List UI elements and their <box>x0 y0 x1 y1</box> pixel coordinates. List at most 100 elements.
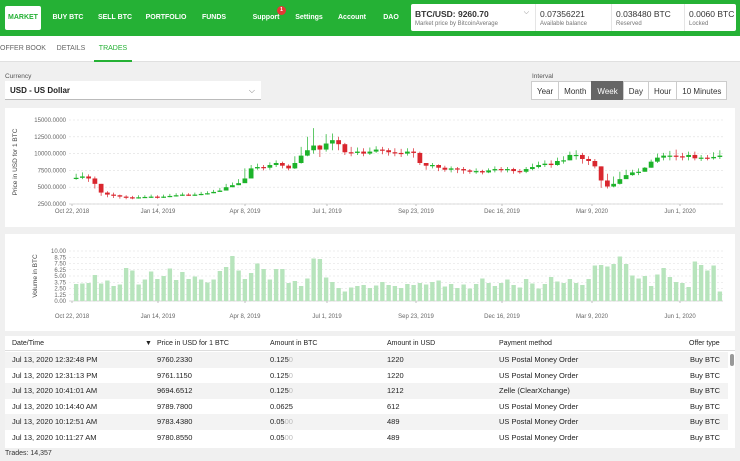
volume-bar <box>486 283 491 301</box>
candle-body <box>161 196 166 198</box>
nav-funds[interactable]: FUNDS <box>201 14 227 21</box>
cell-amount-btc-padding: 0 <box>288 386 293 395</box>
market-subtabs: OFFER BOOK DETAILS TRADES <box>0 36 740 62</box>
candle-body <box>98 183 104 193</box>
volume-bar <box>636 278 641 301</box>
volume-bar <box>567 279 573 301</box>
market-price-selector[interactable]: BTC/USD: 9260.70 Market price by Bitcoin… <box>411 4 536 31</box>
candle-body <box>636 171 641 173</box>
nav-settings[interactable]: Settings <box>295 14 323 21</box>
volume-bar <box>192 276 198 301</box>
cell-payment-method: US Postal Money Order <box>499 370 579 380</box>
candle-body <box>305 150 310 156</box>
volume-bar <box>142 279 148 301</box>
volume-bar <box>80 283 85 301</box>
candle-body <box>473 171 479 173</box>
nav-dao[interactable]: DAO <box>383 14 399 21</box>
available-balance-value: 0.07356221 <box>540 9 585 19</box>
volume-bar <box>236 270 241 301</box>
candle-body <box>367 151 373 154</box>
interval-hour[interactable]: Hour <box>647 81 678 100</box>
column-payment-method[interactable]: Payment method <box>499 340 552 347</box>
reserved-balance: 0.038480 BTC Reserved <box>612 4 685 31</box>
price-y-tick-label: 2500.0000 <box>38 202 67 208</box>
candle-body <box>705 157 710 159</box>
candle-body <box>323 143 329 150</box>
price-y-tick-label: 15000.0000 <box>34 118 66 124</box>
candle-body <box>280 163 285 166</box>
candle-body <box>117 195 123 197</box>
interval-day[interactable]: Day <box>622 81 649 100</box>
volume-bar <box>617 256 623 301</box>
cell-amount-usd: 1220 <box>387 370 404 380</box>
candle-body <box>86 176 91 179</box>
table-row[interactable]: Jul 13, 2020 12:31:13 PM 9761.1150 0.1250 1… <box>5 368 728 384</box>
cell-amount-btc: 0.0625 <box>270 399 293 415</box>
currency-select[interactable]: USD - US Dollar ⌵ <box>5 81 261 100</box>
volume-bar <box>167 268 173 301</box>
table-scrollbar[interactable] <box>730 354 734 366</box>
notification-badge: 1 <box>277 6 286 15</box>
candle-body <box>186 194 191 196</box>
volume-bar <box>586 279 591 301</box>
cell-date: Jul 13, 2020 12:31:13 PM <box>12 370 98 380</box>
candle-body <box>430 165 435 167</box>
volume-bar <box>698 265 704 301</box>
volume-x-tick-label: Apr 8, 2019 <box>229 314 261 320</box>
sort-desc-icon[interactable]: ▼ <box>145 340 152 347</box>
cell-amount-btc: 0.1250 <box>270 383 293 399</box>
nav-portfolio[interactable]: PORTFOLIO <box>145 14 187 21</box>
interval-year[interactable]: Year <box>531 81 560 100</box>
candle-body <box>592 160 598 167</box>
interval-10-minutes[interactable]: 10 Minutes <box>676 81 728 100</box>
table-row[interactable]: Jul 13, 2020 10:12:51 AM 9783.4380 0.0500 4… <box>5 414 728 430</box>
nav-market[interactable]: MARKET <box>5 6 41 30</box>
cell-date: Jul 13, 2020 10:12:51 AM <box>12 417 98 426</box>
volume-bar <box>661 268 666 301</box>
locked-balance-value: 0.0060 BTC <box>689 9 735 19</box>
tab-details[interactable]: DETAILS <box>56 45 86 52</box>
table-row[interactable]: Jul 13, 2020 12:32:48 PM 9760.2330 0.1250 1… <box>5 352 728 368</box>
column-amount-usd[interactable]: Amount in USD <box>387 340 436 347</box>
tab-trades[interactable]: TRADES <box>94 36 132 62</box>
table-row[interactable]: Jul 13, 2020 10:41:01 AM 9694.6512 0.1250 1… <box>5 383 728 399</box>
tab-offer-book[interactable]: OFFER BOOK <box>0 45 46 52</box>
nav-account[interactable]: Account <box>338 14 366 21</box>
column-amount-btc[interactable]: Amount in BTC <box>270 340 318 347</box>
volume-bar <box>305 278 310 301</box>
nav-support[interactable]: Support 1 <box>250 0 286 36</box>
nav-buy-btc[interactable]: BUY BTC <box>52 14 84 21</box>
candle-body <box>611 183 616 187</box>
price-chart-panel: 15000.0000 12500.0000 10000.0000 7500.0000 5… <box>5 108 735 227</box>
volume-bar <box>92 275 98 301</box>
interval-month[interactable]: Month <box>558 81 593 100</box>
candle-body <box>536 165 541 168</box>
table-row[interactable]: Jul 13, 2020 10:11:27 AM 9780.8550 0.0500 4… <box>5 430 728 446</box>
interval-week[interactable]: Week <box>591 81 624 100</box>
candle-body <box>548 163 554 166</box>
candle-body <box>467 170 473 172</box>
candle-body <box>242 178 248 184</box>
candle-body <box>311 145 316 151</box>
candle-body <box>630 172 635 176</box>
candle-body <box>605 180 610 187</box>
column-price[interactable]: Price in USD for 1 BTC <box>157 340 229 347</box>
candle-body <box>342 144 348 153</box>
table-row[interactable]: Jul 13, 2020 10:14:40 AM 9789.7800 0.0625 6… <box>5 399 728 415</box>
available-balance: 0.07356221 Available balance <box>536 4 612 31</box>
cell-date: Jul 13, 2020 10:11:27 AM <box>12 432 97 442</box>
column-date[interactable]: Date/Time <box>12 340 45 347</box>
volume-bar <box>405 284 410 301</box>
volume-bar <box>686 287 691 301</box>
candle-body <box>567 154 573 161</box>
nav-sell-btc[interactable]: SELL BTC <box>97 14 133 21</box>
cell-amount-btc-value: 0.125 <box>270 355 289 364</box>
candle-body <box>398 152 404 155</box>
column-offer-type[interactable]: Offer type <box>689 340 720 347</box>
cell-amount-btc-value: 0.05 <box>270 432 285 442</box>
cell-amount-usd: 1212 <box>387 386 404 395</box>
candle-body <box>255 167 260 169</box>
cell-offer-type: Buy BTC <box>690 417 721 426</box>
candle-body <box>436 165 441 168</box>
volume-bar <box>598 265 604 301</box>
